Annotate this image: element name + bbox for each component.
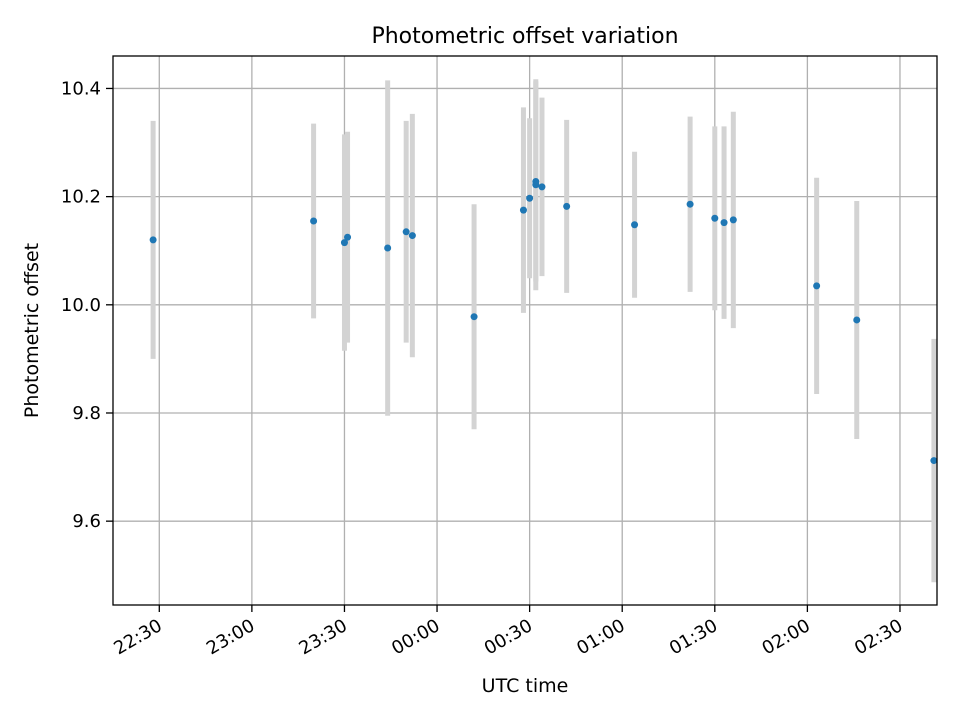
y-tick-label: 10.0	[61, 295, 101, 316]
data-point	[631, 221, 639, 229]
plot-area-frame	[112, 55, 938, 606]
data-point	[729, 216, 737, 224]
y-tick-label: 9.8	[72, 403, 101, 424]
data-point	[149, 236, 157, 244]
data-point	[930, 457, 938, 465]
x-axis-label: UTC time	[482, 675, 569, 697]
data-point	[519, 206, 527, 214]
data-points	[149, 177, 938, 465]
data-point	[384, 244, 392, 252]
data-point	[532, 177, 540, 185]
x-axis-ticks: 22:30 23:00 23:30 00:00 00:30 01:00 01:30 02:00…	[110, 605, 906, 659]
x-tick-label: 23:00	[203, 615, 258, 659]
y-tick-label: 10.2	[61, 187, 101, 208]
x-tick-label: 02:30	[851, 615, 906, 659]
x-tick-label: 01:00	[573, 615, 628, 659]
x-tick-label: 22:30	[110, 615, 165, 659]
y-axis-ticks: 9.6 9.8 10.0 10.2 10.4	[61, 78, 113, 532]
error-bars	[150, 79, 937, 583]
data-point	[563, 202, 571, 210]
x-tick-label: 01:30	[666, 615, 721, 659]
chart-title: Photometric offset variation	[371, 24, 678, 49]
data-point	[853, 316, 861, 324]
data-point	[344, 233, 352, 241]
x-tick-label: 00:30	[481, 615, 536, 659]
data-point	[526, 194, 534, 202]
y-tick-label: 9.6	[72, 511, 101, 532]
data-point	[711, 214, 719, 222]
x-tick-label: 02:00	[758, 615, 813, 659]
data-point	[340, 239, 348, 247]
data-point	[408, 232, 416, 240]
data-point	[813, 282, 821, 290]
y-tick-label: 10.4	[61, 78, 101, 99]
x-tick-label: 23:30	[296, 615, 351, 659]
data-point	[470, 313, 478, 321]
x-tick-label: 00:00	[388, 615, 443, 659]
data-point	[538, 183, 546, 191]
data-point	[686, 200, 694, 208]
data-point	[310, 217, 318, 225]
y-axis-label: Photometric offset	[21, 243, 43, 418]
data-point	[720, 219, 728, 227]
data-point	[402, 228, 410, 236]
